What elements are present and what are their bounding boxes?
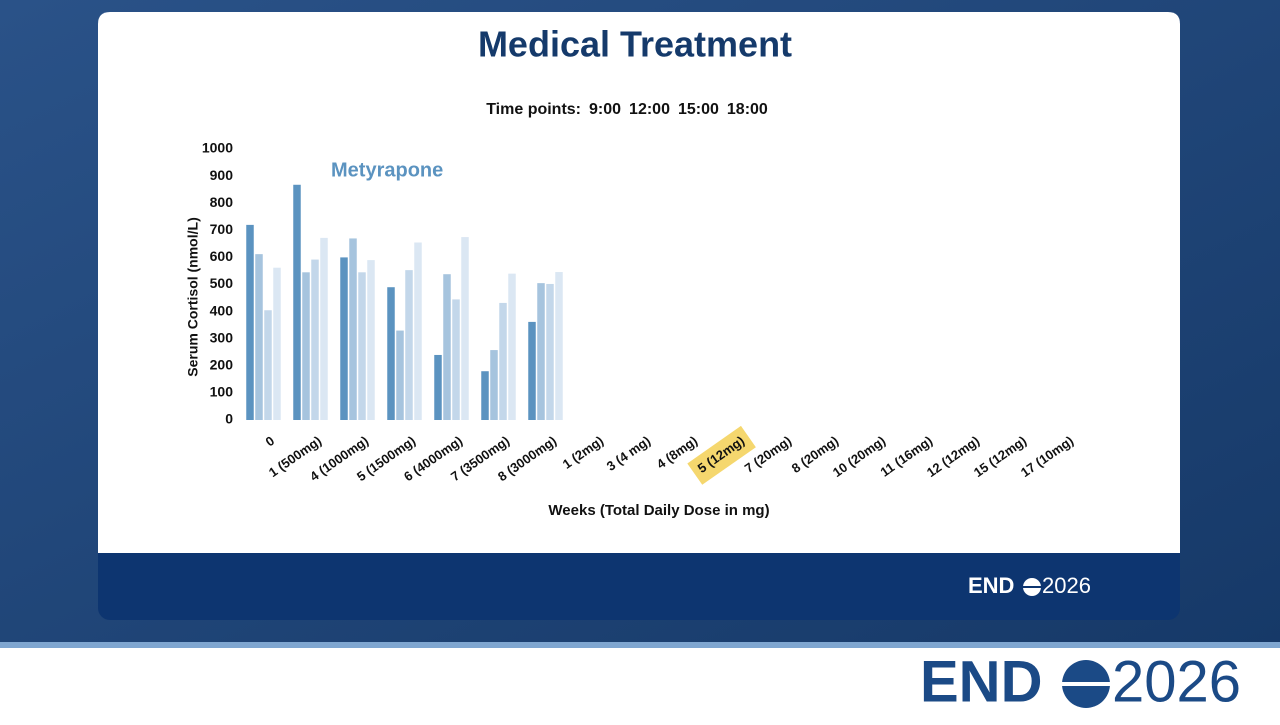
bar — [452, 299, 460, 420]
bar — [528, 321, 536, 420]
bar — [546, 283, 554, 420]
bar — [302, 272, 310, 420]
bar — [396, 330, 404, 420]
legend-entry: 12:00 — [629, 101, 670, 118]
y-tick-label: 800 — [210, 194, 234, 210]
bar — [461, 237, 469, 420]
y-tick-label: 900 — [210, 167, 234, 183]
bar — [264, 310, 272, 420]
bar — [434, 354, 442, 420]
bar — [443, 274, 451, 420]
bar — [555, 272, 563, 420]
bar — [367, 260, 375, 420]
bar — [414, 242, 422, 420]
y-tick-label: 700 — [210, 221, 234, 237]
bar — [340, 257, 348, 420]
bar — [293, 184, 301, 420]
y-tick-label: 400 — [210, 302, 234, 318]
bar — [387, 287, 395, 420]
bar — [246, 224, 254, 420]
logo-text: END — [968, 573, 1014, 598]
legend-label: Time points: — [486, 101, 581, 118]
bar — [499, 302, 507, 420]
bar — [537, 283, 545, 420]
legend-entry: 18:00 — [727, 101, 768, 118]
x-axis-label: Weeks (Total Daily Dose in mg) — [548, 502, 769, 519]
bar — [311, 259, 319, 420]
bar — [481, 371, 489, 420]
y-tick-label: 600 — [210, 248, 234, 264]
logo-text: END — [920, 649, 1042, 714]
bar — [490, 350, 498, 420]
y-tick-label: 500 — [210, 275, 234, 291]
logo-text: 2026 — [1112, 649, 1241, 714]
bar — [358, 272, 366, 420]
y-tick-label: 0 — [225, 411, 233, 427]
bar — [320, 237, 328, 420]
y-tick-label: 1000 — [202, 140, 233, 156]
bar — [349, 238, 357, 420]
legend-entry: 9:00 — [589, 101, 621, 118]
logo-large: END 2026 — [920, 649, 1241, 714]
y-tick-label: 200 — [210, 357, 234, 373]
bar — [508, 273, 516, 420]
bar — [273, 267, 281, 420]
y-tick-label: 300 — [210, 329, 234, 345]
logo-small: END 2026 — [968, 573, 1091, 598]
title: Medical Treatment — [478, 24, 792, 65]
logo-text: 2026 — [1042, 573, 1091, 598]
bar — [405, 270, 413, 420]
y-tick-label: 100 — [210, 384, 234, 400]
bar — [255, 254, 263, 420]
y-axis-label: Serum Cortisol (nmol/L) — [185, 217, 201, 376]
annotation: Metyrapone — [331, 159, 443, 181]
highlight — [687, 425, 756, 485]
legend: Time points: 9:00 12:00 15:00 18:00 — [486, 101, 768, 118]
divider — [0, 642, 1280, 648]
legend-entry: 15:00 — [678, 101, 719, 118]
